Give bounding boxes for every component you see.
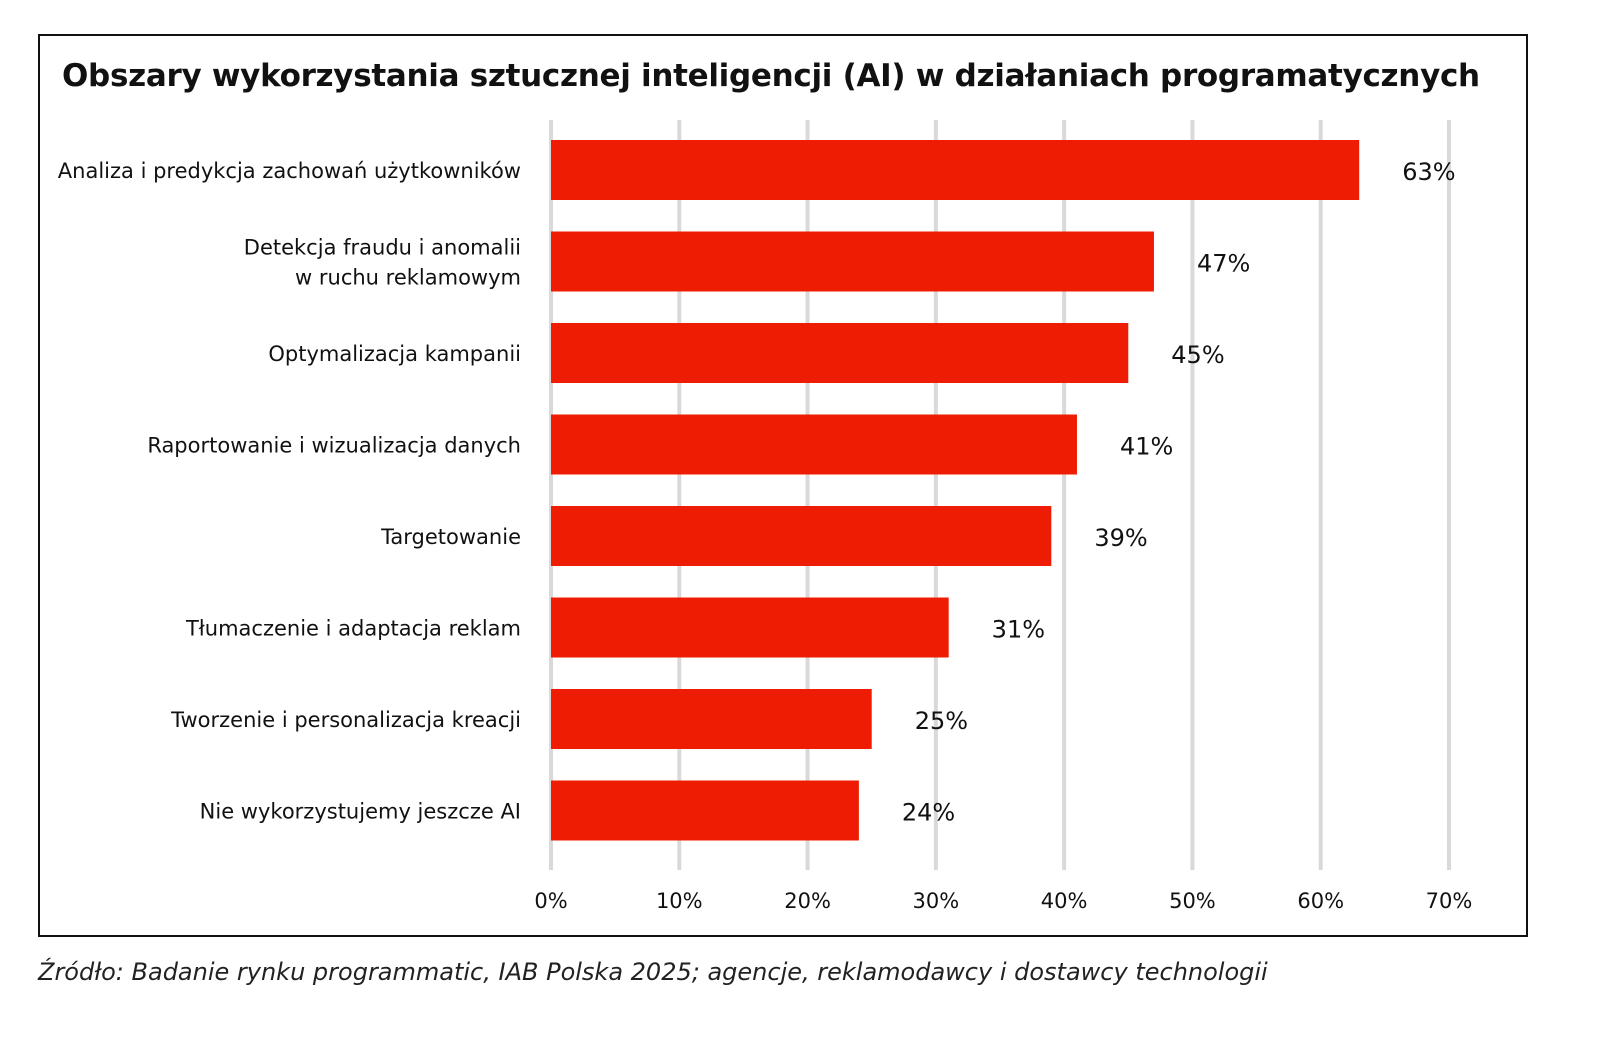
bar — [551, 140, 1360, 200]
category-label: Targetowanie — [380, 525, 521, 549]
data-label: 31% — [992, 616, 1045, 644]
data-label: 39% — [1094, 524, 1147, 552]
x-tick-label: 50% — [1169, 889, 1216, 913]
bar — [551, 506, 1052, 566]
source-note: Źródło: Badanie rynku programmatic, IAB … — [38, 958, 1268, 986]
x-tick-label: 30% — [913, 889, 960, 913]
x-tick-label: 70% — [1426, 889, 1473, 913]
bar — [551, 231, 1154, 292]
data-label: 45% — [1171, 341, 1224, 369]
data-label: 25% — [915, 707, 968, 735]
x-tick-label: 10% — [656, 889, 703, 913]
x-tick-label: 0% — [534, 889, 567, 913]
category-label: Detekcja fraudu i anomalii — [244, 236, 521, 260]
chart-title: Obszary wykorzystania sztucznej intelige… — [62, 58, 1480, 94]
bar — [551, 689, 872, 749]
bar — [551, 323, 1129, 383]
bar — [551, 780, 859, 841]
bar — [551, 597, 949, 658]
category-label: Analiza i predykcja zachowań użytkownikó… — [58, 159, 521, 183]
data-label: 47% — [1197, 250, 1250, 278]
category-label: Nie wykorzystujemy jeszcze AI — [200, 800, 521, 824]
category-label: Tworzenie i personalizacja kreacji — [170, 708, 521, 732]
bars-layer — [551, 140, 1360, 841]
value-labels: 63% 47% 45% 41% 39% 31% 25% 24% — [902, 158, 1456, 827]
x-tick-label: 40% — [1041, 889, 1088, 913]
data-label: 24% — [902, 799, 955, 827]
data-label: 41% — [1120, 433, 1173, 461]
x-tick-label: 20% — [784, 889, 831, 913]
bar — [551, 414, 1077, 475]
data-label: 63% — [1402, 158, 1455, 186]
x-tick-label: 60% — [1297, 889, 1344, 913]
category-labels: Analiza i predykcja zachowań użytkownikó… — [58, 159, 521, 824]
category-label: Tłumaczenie i adaptacja reklam — [185, 617, 521, 641]
category-label: Raportowanie i wizualizacja danych — [147, 434, 521, 458]
category-label: Optymalizacja kampanii — [268, 342, 521, 366]
category-label: w ruchu reklamowym — [295, 266, 521, 290]
x-axis-ticks: 0% 10% 20% 30% 40% 50% 60% 70% — [534, 889, 1472, 913]
